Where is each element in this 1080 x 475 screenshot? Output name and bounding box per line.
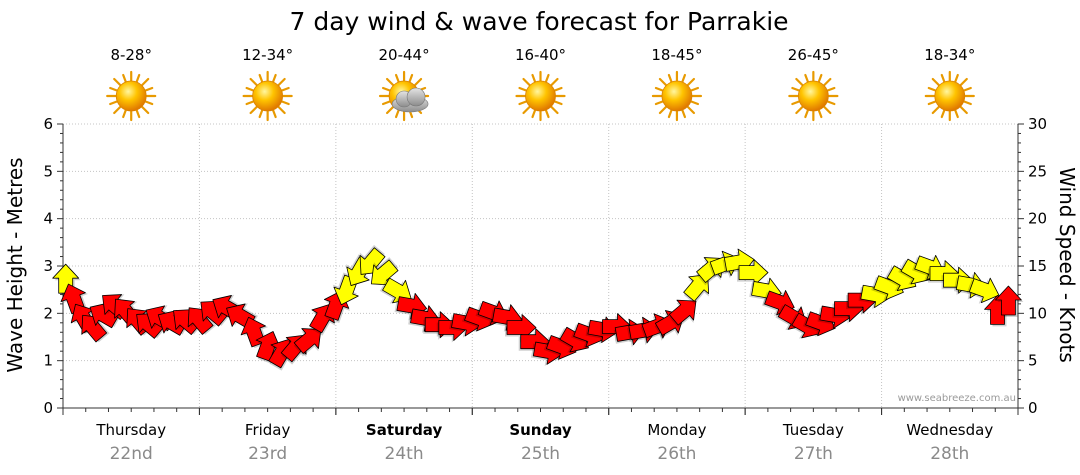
temperature-label: 12-34° [242, 46, 293, 64]
sunny-icon [106, 70, 157, 122]
y-tick-label-left: 5 [43, 162, 53, 180]
y-axis-title-left: Wave Height - Metres [3, 157, 27, 372]
y-tick-label-right: 15 [1028, 257, 1047, 275]
wind-arrow-body [370, 259, 399, 286]
sun-icon [515, 70, 566, 122]
wind-arrow-body [506, 314, 537, 341]
y-tick-label-left: 6 [43, 115, 53, 133]
grid [63, 123, 1018, 408]
day-label: Wednesday [906, 421, 993, 439]
temperature-label: 26-45° [788, 46, 839, 64]
day-label: Thursday [95, 421, 166, 439]
sun-icon [924, 70, 975, 122]
wind-arrow [668, 299, 697, 328]
date-label: 23rd [248, 444, 287, 464]
day-label: Saturday [366, 421, 443, 439]
sunny-icon [651, 70, 703, 122]
wind-arrow-body [968, 277, 1000, 304]
y-tick-label-right: 5 [1028, 352, 1038, 370]
y-tick-label-right: 25 [1028, 162, 1047, 180]
y-tick-label-left: 2 [43, 304, 53, 322]
y-tick-label-right: 20 [1028, 210, 1047, 228]
date-label: 24th [385, 444, 424, 464]
temperature-labels: 8-28° 12-34° 20-44° 16-40° 18-45° 26-45° 18-34… [110, 46, 975, 64]
wind-arrow [871, 274, 904, 301]
y-tick-label-right: 30 [1028, 115, 1047, 133]
wind-arrow [505, 314, 537, 343]
wind-arrow-body [683, 274, 710, 302]
date-label: 27th [794, 444, 833, 464]
wind-arrow-body [293, 328, 322, 354]
wind-arrow [737, 259, 769, 288]
y-tick-label-right: 10 [1028, 304, 1047, 322]
date-label: 28th [930, 444, 969, 464]
y-tick-label-right: 0 [1028, 399, 1038, 417]
y-axis-title-right: Wind Speed - Knots [1055, 167, 1079, 363]
weather-icons [106, 70, 975, 122]
sunny-icon [242, 70, 293, 122]
cloud-part [406, 87, 426, 107]
temperature-label: 16-40° [515, 46, 566, 64]
date-label: 25th [521, 444, 560, 464]
sunny-icon [924, 70, 975, 122]
wind-arrow [370, 257, 399, 286]
temperature-label: 8-28° [110, 46, 152, 64]
cloud-icon [391, 87, 429, 113]
wind-arrow-body [738, 259, 769, 287]
sun-icon [651, 70, 703, 122]
y-tick-label-left: 3 [43, 257, 53, 275]
day-label: Friday [245, 421, 291, 439]
sun-icon [106, 70, 157, 122]
temperature-label: 18-34° [924, 46, 975, 64]
wind-arrow [683, 274, 710, 305]
wind-arrow [293, 328, 322, 357]
sunny-icon [788, 70, 839, 122]
credit-label: www.seabreeze.com.au [898, 393, 1016, 404]
y-tick-label-left: 1 [43, 352, 53, 370]
axes: 0 1 2 3 4 5 6 0 5 10 15 20 25 30 [43, 115, 1047, 417]
wind-arrow-body [668, 299, 697, 326]
wind-arrow-body [81, 314, 108, 343]
chart-title: 7 day wind & wave forecast for Parrakie [289, 7, 788, 36]
date-label: 22nd [110, 444, 153, 464]
wind-arrow-body [995, 285, 1022, 316]
day-labels: Thursday 22nd Friday 23rd Saturday 24th Sunday… [95, 421, 993, 464]
day-label: Monday [647, 421, 706, 439]
wind-arrows [52, 244, 1024, 371]
partly-cloudy-icon [378, 70, 430, 122]
temperature-label: 20-44° [379, 46, 430, 64]
day-label: Tuesday [782, 421, 844, 439]
temperature-label: 18-45° [651, 46, 702, 64]
sun-icon [242, 70, 293, 122]
y-tick-label-left: 0 [43, 399, 53, 417]
sunny-icon [515, 70, 566, 122]
sun-icon [788, 70, 839, 122]
day-label: Sunday [509, 421, 572, 439]
y-tick-label-left: 4 [43, 210, 53, 228]
wind-arrow [966, 277, 1000, 304]
wind-arrow [995, 285, 1024, 317]
wind-arrow [255, 331, 282, 364]
wind-arrow-body [187, 307, 214, 335]
date-label: 26th [657, 444, 696, 464]
wind-arrow [81, 314, 110, 343]
wind-arrow [89, 302, 122, 329]
